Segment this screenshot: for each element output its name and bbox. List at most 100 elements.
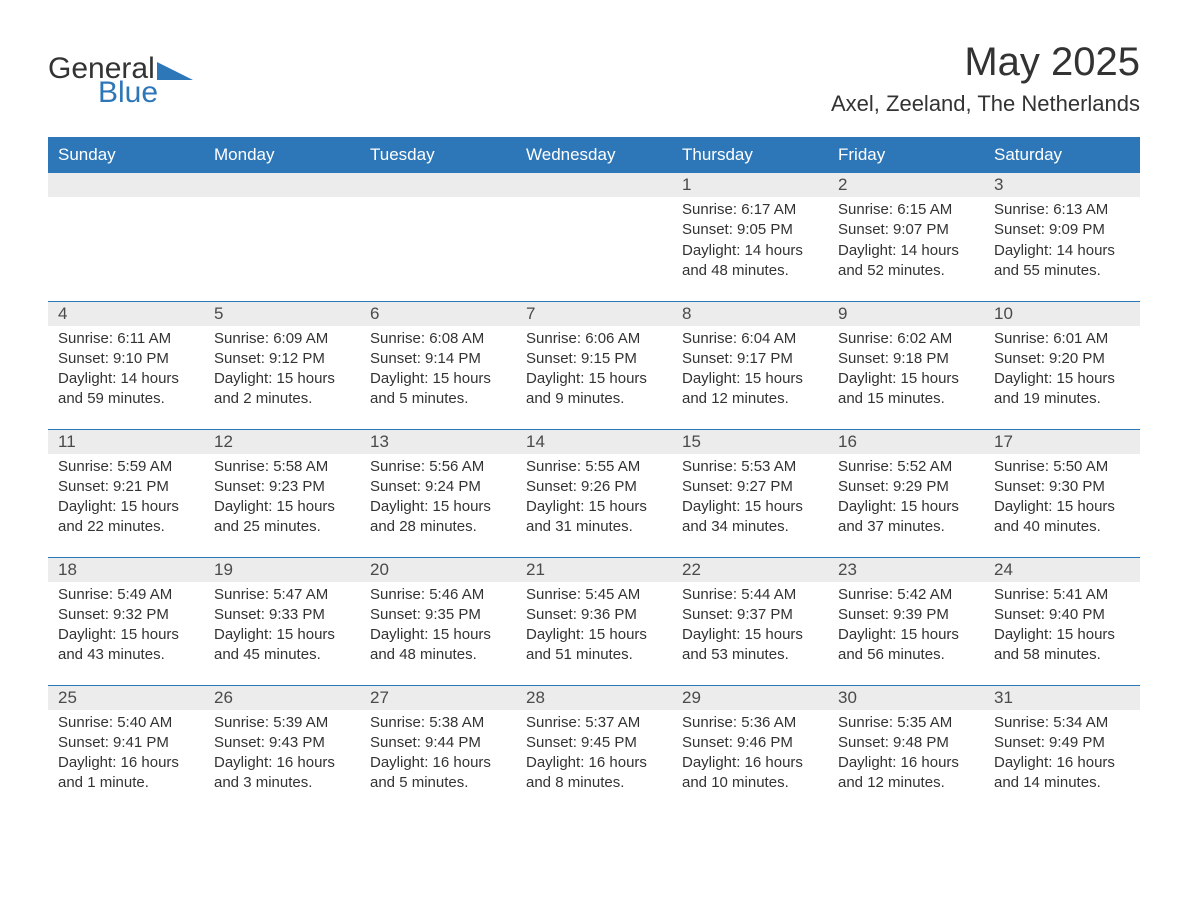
sunset-line: Sunset: 9:40 PM xyxy=(994,605,1130,625)
day-cell: 7Sunrise: 6:06 AMSunset: 9:15 PMDaylight… xyxy=(516,301,672,429)
day-body: Sunrise: 5:42 AMSunset: 9:39 PMDaylight:… xyxy=(828,582,984,666)
day-number: 25 xyxy=(48,686,204,710)
daylight-line: Daylight: 15 hours and 43 minutes. xyxy=(58,625,194,666)
day-number: 11 xyxy=(48,430,204,454)
sunrise-line: Sunrise: 5:52 AM xyxy=(838,457,974,477)
sunset-line: Sunset: 9:05 PM xyxy=(682,220,818,240)
day-body: Sunrise: 5:52 AMSunset: 9:29 PMDaylight:… xyxy=(828,454,984,538)
sunset-line: Sunset: 9:32 PM xyxy=(58,605,194,625)
daylight-line: Daylight: 15 hours and 51 minutes. xyxy=(526,625,662,666)
sunrise-line: Sunrise: 5:46 AM xyxy=(370,585,506,605)
sunrise-line: Sunrise: 6:06 AM xyxy=(526,329,662,349)
daylight-line: Daylight: 14 hours and 48 minutes. xyxy=(682,241,818,282)
col-thursday: Thursday xyxy=(672,137,828,173)
col-sunday: Sunday xyxy=(48,137,204,173)
week-row: 25Sunrise: 5:40 AMSunset: 9:41 PMDayligh… xyxy=(48,685,1140,813)
day-cell: 3Sunrise: 6:13 AMSunset: 9:09 PMDaylight… xyxy=(984,173,1140,301)
logo: General Blue xyxy=(48,40,193,108)
sunset-line: Sunset: 9:36 PM xyxy=(526,605,662,625)
day-number: 26 xyxy=(204,686,360,710)
day-number: 17 xyxy=(984,430,1140,454)
sunrise-line: Sunrise: 6:13 AM xyxy=(994,200,1130,220)
sunrise-line: Sunrise: 5:59 AM xyxy=(58,457,194,477)
day-cell xyxy=(204,173,360,301)
day-number: 15 xyxy=(672,430,828,454)
day-cell: 18Sunrise: 5:49 AMSunset: 9:32 PMDayligh… xyxy=(48,557,204,685)
day-body: Sunrise: 5:50 AMSunset: 9:30 PMDaylight:… xyxy=(984,454,1140,538)
sunset-line: Sunset: 9:46 PM xyxy=(682,733,818,753)
day-cell: 27Sunrise: 5:38 AMSunset: 9:44 PMDayligh… xyxy=(360,685,516,813)
sunrise-line: Sunrise: 5:40 AM xyxy=(58,713,194,733)
sunrise-line: Sunrise: 5:34 AM xyxy=(994,713,1130,733)
day-cell: 6Sunrise: 6:08 AMSunset: 9:14 PMDaylight… xyxy=(360,301,516,429)
sunset-line: Sunset: 9:29 PM xyxy=(838,477,974,497)
daylight-line: Daylight: 16 hours and 14 minutes. xyxy=(994,753,1130,794)
daylight-line: Daylight: 15 hours and 5 minutes. xyxy=(370,369,506,410)
day-body: Sunrise: 5:39 AMSunset: 9:43 PMDaylight:… xyxy=(204,710,360,794)
sunset-line: Sunset: 9:10 PM xyxy=(58,349,194,369)
daylight-line: Daylight: 16 hours and 10 minutes. xyxy=(682,753,818,794)
day-cell: 26Sunrise: 5:39 AMSunset: 9:43 PMDayligh… xyxy=(204,685,360,813)
sunset-line: Sunset: 9:27 PM xyxy=(682,477,818,497)
daylight-line: Daylight: 15 hours and 19 minutes. xyxy=(994,369,1130,410)
daylight-line: Daylight: 15 hours and 31 minutes. xyxy=(526,497,662,538)
sunset-line: Sunset: 9:43 PM xyxy=(214,733,350,753)
day-cell: 20Sunrise: 5:46 AMSunset: 9:35 PMDayligh… xyxy=(360,557,516,685)
day-number: 1 xyxy=(672,173,828,197)
day-number: 7 xyxy=(516,302,672,326)
day-body: Sunrise: 5:58 AMSunset: 9:23 PMDaylight:… xyxy=(204,454,360,538)
day-cell: 11Sunrise: 5:59 AMSunset: 9:21 PMDayligh… xyxy=(48,429,204,557)
daylight-line: Daylight: 15 hours and 34 minutes. xyxy=(682,497,818,538)
day-body: Sunrise: 5:49 AMSunset: 9:32 PMDaylight:… xyxy=(48,582,204,666)
weekday-row: Sunday Monday Tuesday Wednesday Thursday… xyxy=(48,137,1140,173)
title-block: May 2025 Axel, Zeeland, The Netherlands xyxy=(831,40,1140,117)
day-number: 22 xyxy=(672,558,828,582)
daylight-line: Daylight: 16 hours and 1 minute. xyxy=(58,753,194,794)
sunset-line: Sunset: 9:33 PM xyxy=(214,605,350,625)
day-body: Sunrise: 6:11 AMSunset: 9:10 PMDaylight:… xyxy=(48,326,204,410)
day-number: 3 xyxy=(984,173,1140,197)
sunrise-line: Sunrise: 5:45 AM xyxy=(526,585,662,605)
sunset-line: Sunset: 9:07 PM xyxy=(838,220,974,240)
daylight-line: Daylight: 15 hours and 56 minutes. xyxy=(838,625,974,666)
day-cell: 9Sunrise: 6:02 AMSunset: 9:18 PMDaylight… xyxy=(828,301,984,429)
week-row: 18Sunrise: 5:49 AMSunset: 9:32 PMDayligh… xyxy=(48,557,1140,685)
sunrise-line: Sunrise: 5:36 AM xyxy=(682,713,818,733)
calendar-body: 1Sunrise: 6:17 AMSunset: 9:05 PMDaylight… xyxy=(48,173,1140,813)
day-number: 19 xyxy=(204,558,360,582)
day-number: 4 xyxy=(48,302,204,326)
day-number: 20 xyxy=(360,558,516,582)
sunset-line: Sunset: 9:24 PM xyxy=(370,477,506,497)
day-cell: 22Sunrise: 5:44 AMSunset: 9:37 PMDayligh… xyxy=(672,557,828,685)
day-body: Sunrise: 6:06 AMSunset: 9:15 PMDaylight:… xyxy=(516,326,672,410)
day-cell xyxy=(516,173,672,301)
day-body: Sunrise: 6:13 AMSunset: 9:09 PMDaylight:… xyxy=(984,197,1140,281)
daylight-line: Daylight: 15 hours and 25 minutes. xyxy=(214,497,350,538)
day-cell: 8Sunrise: 6:04 AMSunset: 9:17 PMDaylight… xyxy=(672,301,828,429)
day-body: Sunrise: 5:41 AMSunset: 9:40 PMDaylight:… xyxy=(984,582,1140,666)
day-number: 14 xyxy=(516,430,672,454)
day-cell: 29Sunrise: 5:36 AMSunset: 9:46 PMDayligh… xyxy=(672,685,828,813)
day-cell: 19Sunrise: 5:47 AMSunset: 9:33 PMDayligh… xyxy=(204,557,360,685)
day-cell: 17Sunrise: 5:50 AMSunset: 9:30 PMDayligh… xyxy=(984,429,1140,557)
daylight-line: Daylight: 15 hours and 45 minutes. xyxy=(214,625,350,666)
page-title: May 2025 xyxy=(831,40,1140,85)
calendar-table: Sunday Monday Tuesday Wednesday Thursday… xyxy=(48,137,1140,813)
daylight-line: Daylight: 15 hours and 37 minutes. xyxy=(838,497,974,538)
day-body: Sunrise: 5:45 AMSunset: 9:36 PMDaylight:… xyxy=(516,582,672,666)
sunrise-line: Sunrise: 6:09 AM xyxy=(214,329,350,349)
day-number: 2 xyxy=(828,173,984,197)
day-cell: 30Sunrise: 5:35 AMSunset: 9:48 PMDayligh… xyxy=(828,685,984,813)
day-cell: 4Sunrise: 6:11 AMSunset: 9:10 PMDaylight… xyxy=(48,301,204,429)
day-body: Sunrise: 5:35 AMSunset: 9:48 PMDaylight:… xyxy=(828,710,984,794)
day-cell: 24Sunrise: 5:41 AMSunset: 9:40 PMDayligh… xyxy=(984,557,1140,685)
daylight-line: Daylight: 15 hours and 15 minutes. xyxy=(838,369,974,410)
day-number: 28 xyxy=(516,686,672,710)
day-body: Sunrise: 6:09 AMSunset: 9:12 PMDaylight:… xyxy=(204,326,360,410)
sunset-line: Sunset: 9:14 PM xyxy=(370,349,506,369)
day-body: Sunrise: 5:37 AMSunset: 9:45 PMDaylight:… xyxy=(516,710,672,794)
sunrise-line: Sunrise: 6:15 AM xyxy=(838,200,974,220)
day-cell: 12Sunrise: 5:58 AMSunset: 9:23 PMDayligh… xyxy=(204,429,360,557)
col-tuesday: Tuesday xyxy=(360,137,516,173)
sunset-line: Sunset: 9:17 PM xyxy=(682,349,818,369)
